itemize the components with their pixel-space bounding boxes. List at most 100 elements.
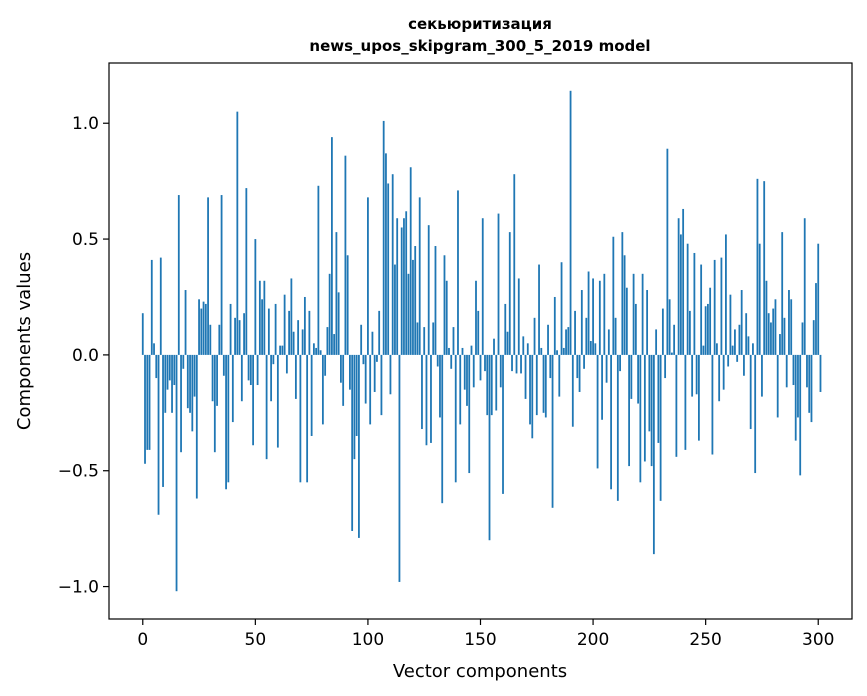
bar <box>252 354 254 446</box>
bar <box>770 322 772 355</box>
bar <box>430 354 432 443</box>
bar <box>560 262 563 355</box>
bar <box>274 303 277 355</box>
bar <box>396 218 399 355</box>
bar <box>218 324 221 355</box>
bar <box>177 195 180 355</box>
bar <box>472 354 475 388</box>
bar <box>686 243 689 355</box>
bar <box>682 208 685 355</box>
bar <box>740 290 743 355</box>
bar <box>436 354 439 367</box>
bar <box>162 354 164 487</box>
bar <box>794 354 797 441</box>
bar <box>353 354 356 460</box>
bar <box>652 354 655 555</box>
bar <box>265 354 268 460</box>
bar <box>765 280 768 355</box>
bar <box>333 334 336 355</box>
bar <box>351 354 354 531</box>
bar <box>439 354 441 418</box>
bar <box>553 296 556 355</box>
bar <box>745 313 748 355</box>
bar <box>797 354 799 418</box>
bar <box>364 354 367 404</box>
bar <box>502 354 504 494</box>
bar <box>373 354 376 392</box>
bar <box>220 195 223 355</box>
x-axis-ticks: 0 50 100 150 200 250 300 <box>137 619 834 650</box>
bar <box>466 354 468 406</box>
bar <box>752 343 754 355</box>
bar <box>249 354 252 386</box>
bar <box>434 246 437 355</box>
bar <box>306 354 309 483</box>
bar <box>650 354 653 467</box>
bar <box>749 354 752 430</box>
bar <box>511 354 513 372</box>
bar <box>159 257 162 355</box>
bar <box>713 259 716 355</box>
bar <box>441 354 444 504</box>
bar <box>743 354 745 376</box>
bar <box>540 347 543 355</box>
bar <box>688 310 691 355</box>
x-tick-label: 200 <box>577 630 609 650</box>
y-tick-label: 0.0 <box>72 346 99 366</box>
bar <box>504 303 507 355</box>
plot-area-frame <box>108 62 853 620</box>
bar <box>731 345 734 355</box>
bar <box>562 347 565 355</box>
chart-title-line-1: секьюритизация <box>408 15 552 33</box>
bar <box>146 354 149 450</box>
bar <box>191 354 194 432</box>
bar <box>493 338 495 355</box>
bar <box>362 354 365 365</box>
bar <box>488 354 491 541</box>
bar <box>157 354 160 515</box>
bar <box>486 354 489 416</box>
y-tick-label: −0.5 <box>58 462 99 482</box>
bar <box>524 354 527 399</box>
bar <box>279 345 282 355</box>
bar <box>648 354 651 432</box>
bar <box>216 354 218 406</box>
chart-title-line-2: news_upos_skipgram_300_5_2019 model <box>309 37 650 55</box>
bar <box>321 354 324 425</box>
y-axis-label: Components values <box>14 252 35 430</box>
bar <box>643 354 646 462</box>
bar <box>285 354 288 374</box>
bar <box>423 327 426 355</box>
bar <box>758 243 761 355</box>
bar <box>355 354 358 436</box>
bar <box>299 354 302 483</box>
bar <box>625 287 628 355</box>
bar <box>324 354 327 376</box>
bar <box>776 354 779 418</box>
bar <box>806 354 808 388</box>
bar <box>247 354 250 381</box>
bar <box>331 137 333 355</box>
bar <box>225 354 227 490</box>
bar <box>767 313 770 355</box>
bar <box>342 354 345 406</box>
bar <box>803 218 806 355</box>
bar <box>211 354 214 402</box>
bar <box>679 234 682 355</box>
bar <box>148 354 151 450</box>
bar <box>317 185 320 355</box>
bar <box>819 354 822 392</box>
bar <box>704 306 707 355</box>
bar <box>346 255 349 355</box>
bar <box>506 331 509 355</box>
bar <box>267 308 270 355</box>
bar <box>551 354 554 508</box>
bar <box>815 283 817 355</box>
bar <box>166 354 169 390</box>
bar <box>513 174 516 355</box>
bar <box>637 354 640 404</box>
bar <box>673 324 676 355</box>
bar <box>535 354 538 416</box>
bar <box>445 280 448 355</box>
